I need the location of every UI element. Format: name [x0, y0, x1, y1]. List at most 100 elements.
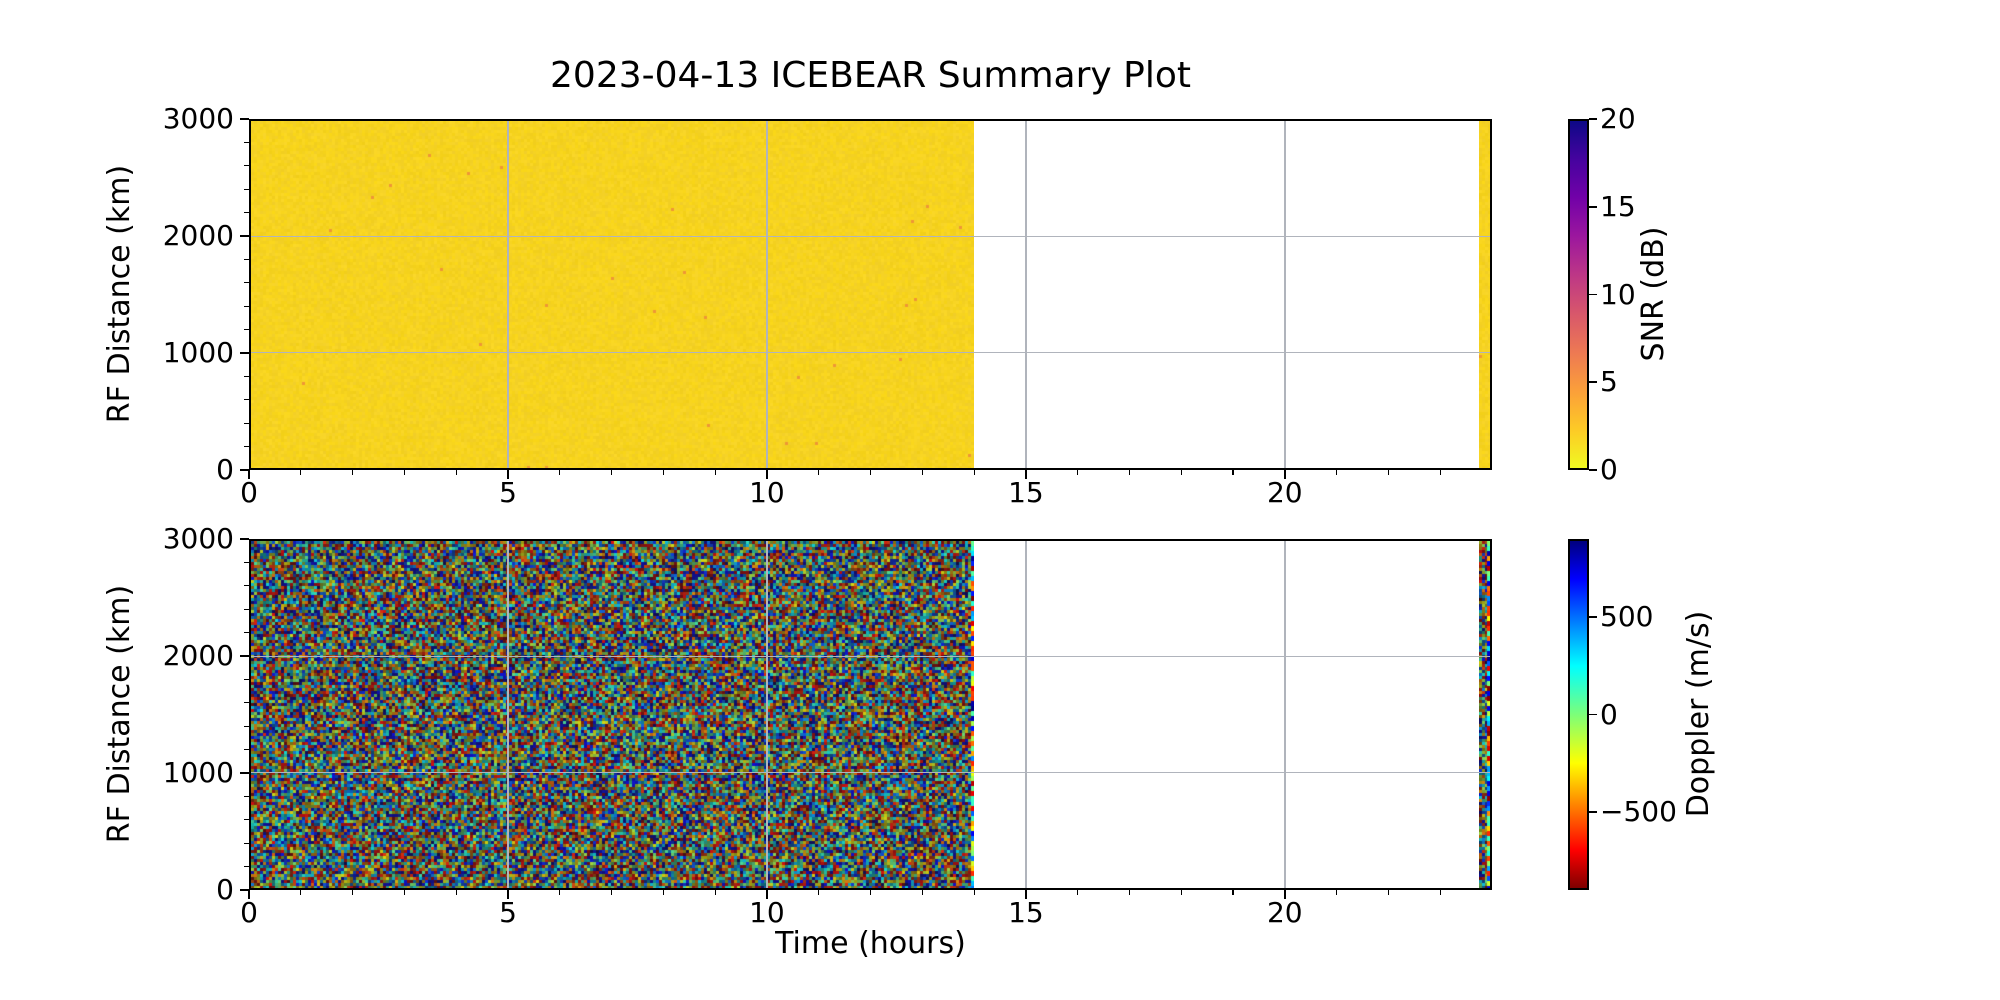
x-gridline: [1284, 121, 1286, 468]
colorbar-tick: [1589, 469, 1597, 471]
y-tick: [240, 889, 249, 891]
colorbar-tick: [1589, 811, 1597, 813]
y-minor-tick: [244, 585, 249, 587]
doppler-colorbar: [1568, 539, 1589, 890]
x-minor-tick: [300, 890, 302, 895]
x-minor-tick: [559, 470, 561, 475]
y-minor-tick: [244, 329, 249, 331]
x-tick: [766, 470, 768, 479]
x-tick: [1025, 470, 1027, 479]
y-tick-label: 0: [216, 873, 234, 906]
y-minor-tick: [244, 375, 249, 377]
y-tick-label: 1000: [162, 336, 234, 369]
y-minor-tick: [244, 399, 249, 401]
x-minor-tick: [1128, 470, 1131, 475]
y-minor-tick: [244, 305, 249, 307]
x-minor-tick: [1387, 890, 1389, 895]
x-gridline: [1025, 541, 1027, 888]
x-tick: [507, 890, 509, 899]
x-minor-tick: [300, 470, 302, 475]
y-minor-tick: [244, 141, 249, 143]
x-gridline: [766, 541, 768, 888]
y-minor-tick: [244, 561, 249, 563]
y-minor-tick: [244, 725, 249, 727]
x-minor-tick: [818, 890, 820, 895]
snr-colorbar: [1568, 119, 1589, 470]
y-gridline: [251, 771, 1490, 774]
x-tick: [1025, 890, 1027, 899]
x-gridline: [1025, 121, 1027, 468]
y-gridline: [251, 655, 1490, 658]
snr-heatmap-block-0: [251, 121, 974, 468]
y-minor-tick: [244, 422, 249, 424]
x-minor-tick: [403, 890, 405, 895]
colorbar-tick: [1589, 381, 1597, 384]
x-tick-label: 10: [749, 896, 785, 929]
x-minor-tick: [352, 890, 354, 895]
x-minor-tick: [1180, 470, 1182, 475]
x-minor-tick: [455, 470, 457, 475]
x-minor-tick: [921, 470, 923, 475]
x-tick-label: 20: [1266, 476, 1303, 509]
y-tick: [240, 655, 249, 657]
x-minor-tick: [1077, 890, 1079, 895]
x-minor-tick: [1077, 470, 1079, 475]
y-minor-tick: [244, 702, 249, 704]
snr-heatmap-block-1: [1479, 121, 1490, 468]
doppler-heatmap-block-0: [251, 541, 974, 888]
x-minor-tick: [1232, 470, 1234, 475]
x-minor-tick: [1232, 890, 1234, 895]
colorbar-tick: [1589, 118, 1597, 120]
x-minor-tick: [610, 890, 613, 895]
x-axis-label: Time (hours): [775, 926, 966, 961]
x-minor-tick: [714, 890, 716, 895]
y-tick-label: 3000: [162, 522, 234, 555]
doppler-y-axis-label: RF Distance (km): [102, 584, 137, 844]
x-minor-tick: [403, 470, 405, 475]
y-minor-tick: [244, 212, 249, 214]
x-gridline: [1284, 541, 1286, 888]
x-minor-tick: [1128, 890, 1131, 895]
x-tick: [507, 470, 509, 479]
colorbar-tick-label: 10: [1600, 277, 1636, 311]
y-tick-label: 2000: [162, 639, 234, 672]
x-minor-tick: [662, 890, 664, 895]
colorbar-tick-label: 5: [1600, 365, 1618, 399]
x-gridline: [507, 121, 509, 468]
plot-title: 2023-04-13 ICEBEAR Summary Plot: [550, 55, 1191, 96]
x-minor-tick: [973, 890, 975, 895]
y-tick: [240, 235, 249, 237]
x-minor-tick: [818, 470, 820, 475]
x-gridline: [507, 541, 509, 888]
y-tick-label: 2000: [162, 219, 234, 252]
colorbar-tick: [1589, 293, 1597, 296]
snr-y-axis-label: RF Distance (km): [102, 164, 137, 424]
x-minor-tick: [1180, 890, 1182, 895]
y-minor-tick: [244, 749, 249, 751]
y-minor-tick: [244, 446, 249, 448]
y-tick: [240, 772, 249, 774]
y-gridline: [251, 235, 1490, 238]
x-minor-tick: [610, 470, 613, 475]
x-minor-tick: [1439, 470, 1441, 475]
x-tick: [1283, 890, 1286, 899]
colorbar-tick-label: 500: [1600, 600, 1654, 633]
y-tick: [240, 118, 249, 120]
y-gridline: [251, 351, 1490, 354]
x-tick-label: 20: [1266, 896, 1303, 929]
x-minor-tick: [869, 890, 872, 895]
x-minor-tick: [1336, 890, 1338, 895]
x-tick-label: 10: [749, 476, 785, 509]
x-minor-tick: [559, 890, 561, 895]
x-minor-tick: [662, 470, 664, 475]
x-tick: [766, 890, 768, 899]
x-minor-tick: [1387, 470, 1389, 475]
y-tick: [240, 538, 249, 540]
y-tick: [240, 469, 249, 471]
colorbar-tick-label: 0: [1600, 453, 1618, 486]
x-tick: [248, 470, 250, 479]
colorbar-tick-label: 20: [1600, 102, 1636, 135]
y-minor-tick: [244, 258, 249, 260]
x-gridline: [766, 121, 768, 468]
colorbar-tick-label: 15: [1600, 189, 1636, 223]
